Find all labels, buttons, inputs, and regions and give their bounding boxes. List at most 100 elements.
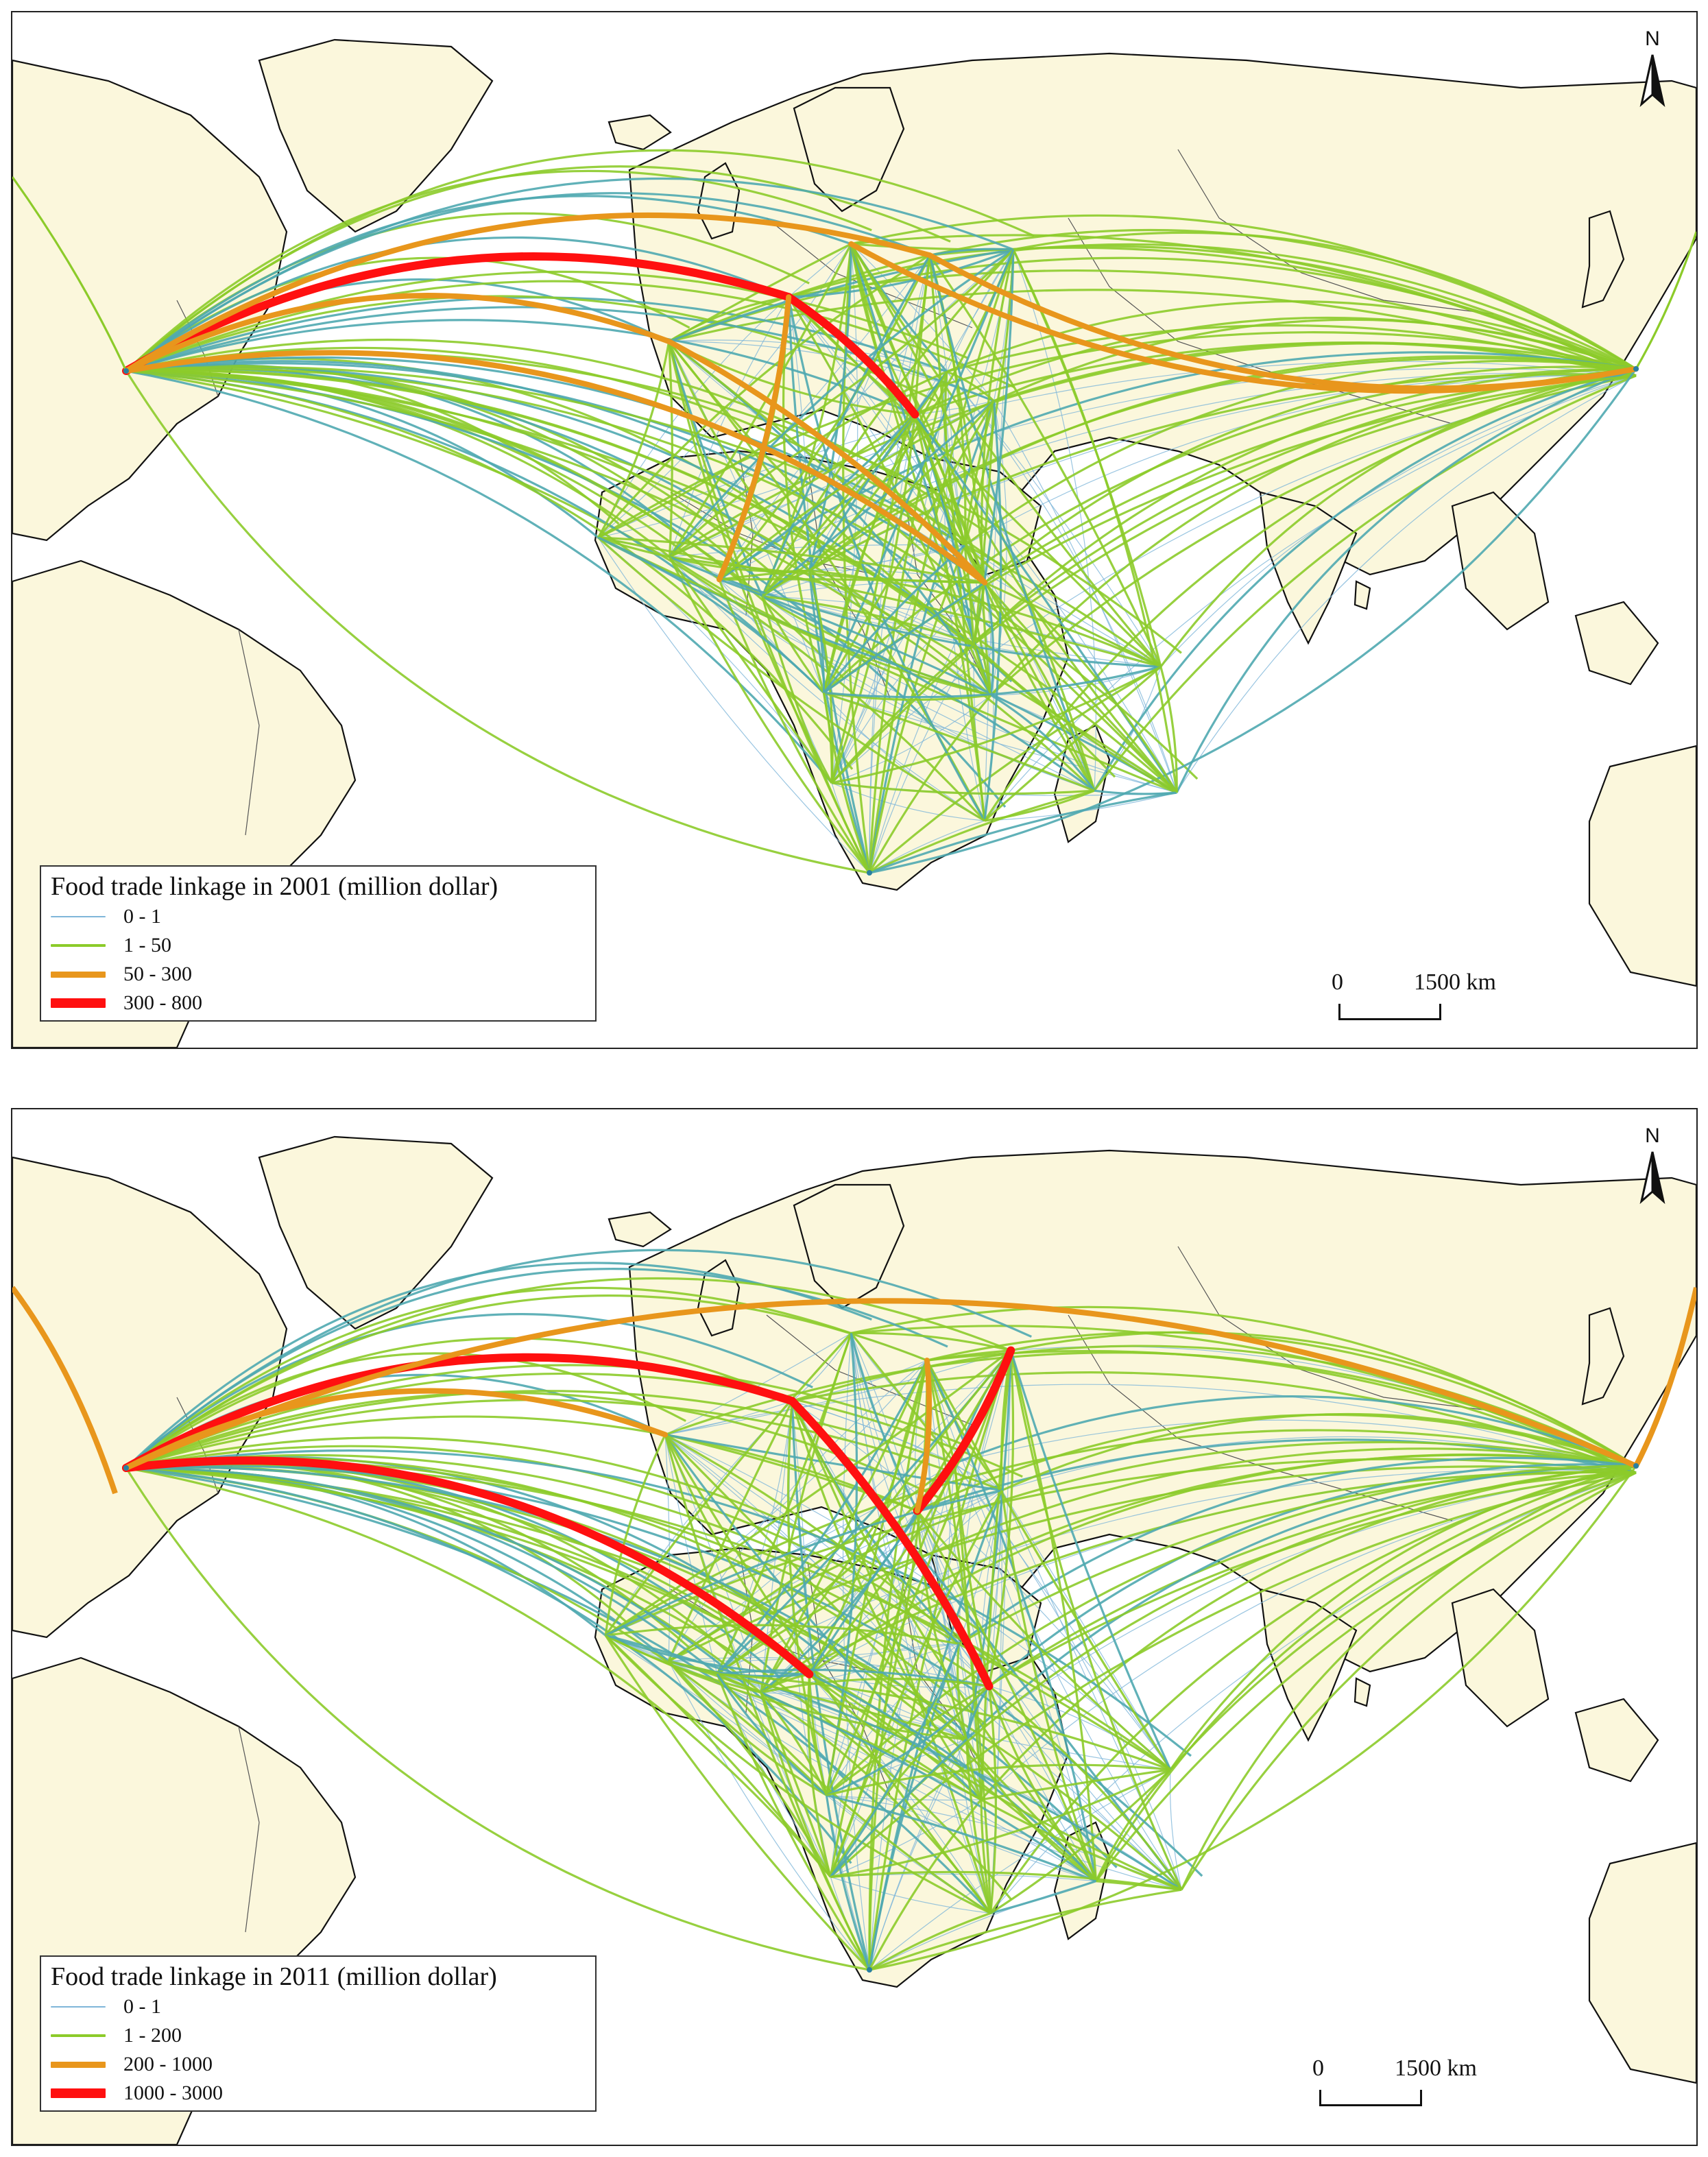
land-sri-lanka bbox=[1354, 580, 1371, 610]
flow-line-class2 bbox=[717, 1447, 1637, 1675]
flow-line-class1 bbox=[664, 1434, 967, 1740]
legend-row: 300 - 800 bbox=[51, 989, 586, 1017]
flow-line-class2 bbox=[958, 1471, 1637, 1645]
flow-line-class2 bbox=[983, 666, 1162, 822]
flow-line-class2 bbox=[1180, 1465, 1637, 1890]
legend-swatch-class2 bbox=[51, 944, 106, 947]
flow-line-class3 bbox=[123, 1298, 1639, 1471]
flow-line-class2 bbox=[913, 413, 1096, 792]
legend-row: 0 - 1 bbox=[51, 902, 586, 931]
flow-line-class1 bbox=[665, 1350, 1011, 1436]
legend-row: 1000 - 3000 bbox=[51, 2079, 586, 2108]
flow-line-class2 bbox=[825, 1795, 871, 1971]
flow-line-class2 bbox=[869, 1888, 1182, 1971]
flow-line-class2 bbox=[125, 1352, 686, 1469]
flow-line-class2 bbox=[125, 1277, 1011, 1469]
flow-line-class2 bbox=[914, 413, 966, 546]
legend-swatch-class3 bbox=[51, 971, 106, 978]
flow-line-class2 bbox=[850, 1333, 919, 1512]
flow-line-class2 bbox=[125, 362, 986, 584]
trade-flow-lines bbox=[12, 1249, 1696, 1973]
flow-line-class2 bbox=[926, 1349, 1011, 1362]
flow-line-class2 bbox=[972, 400, 996, 644]
flow-line-class2 bbox=[1095, 1471, 1637, 1882]
flow-line-class2 bbox=[808, 1360, 928, 1675]
country-border bbox=[1177, 149, 1494, 315]
flow-line-class2 bbox=[761, 595, 991, 697]
flow-line-class3 bbox=[717, 294, 792, 583]
flow-line-class2 bbox=[718, 400, 995, 581]
legend-swatch-class2 bbox=[51, 2034, 106, 2037]
flow-line-class2 bbox=[850, 243, 1178, 794]
flow-line-class2 bbox=[664, 1434, 1097, 1882]
land-borneo bbox=[1574, 601, 1659, 686]
flow-line-class2 bbox=[668, 1462, 956, 1663]
flow-line-class1 bbox=[1001, 1490, 1171, 1770]
scale-zero-label: 0 bbox=[1332, 969, 1343, 995]
north-arrow-icon bbox=[1639, 54, 1665, 108]
flow-line-class2 bbox=[988, 1463, 1637, 1687]
flow-line-class1 bbox=[598, 361, 1637, 538]
flow-line-class2 bbox=[787, 296, 986, 821]
flow-line-class2 bbox=[983, 582, 995, 696]
flow-line-class2 bbox=[958, 1456, 1637, 1645]
flow-line-class2 bbox=[984, 365, 1637, 583]
flow-line-class2 bbox=[786, 1401, 828, 1796]
flow-line-class4 bbox=[122, 1353, 797, 1472]
flow-line-class2 bbox=[990, 694, 1096, 792]
flow-line-class2 bbox=[791, 1345, 1637, 1467]
flow-line-class1 bbox=[869, 1769, 1171, 1971]
north-arrow: N bbox=[1632, 1124, 1673, 1207]
flow-line-class2 bbox=[830, 1768, 1171, 1879]
flow-line-class1 bbox=[719, 372, 1637, 580]
flow-line-class2 bbox=[760, 1691, 1097, 1882]
flow-line-class2 bbox=[719, 413, 916, 581]
hub-node bbox=[867, 1967, 872, 1973]
flow-line-class1 bbox=[664, 1332, 852, 1436]
flow-line-class2 bbox=[869, 368, 1637, 874]
flow-line-class2 bbox=[972, 582, 986, 645]
flow-line-class2 bbox=[929, 228, 1637, 370]
flow-line-class2 bbox=[597, 254, 930, 539]
flow-line-class2 bbox=[850, 243, 966, 546]
flow-line-class2 bbox=[605, 1634, 967, 1741]
flow-line-class2 bbox=[716, 1673, 991, 1914]
flow-line-class2 bbox=[125, 149, 1035, 372]
flow-line-class2 bbox=[916, 1510, 1098, 1882]
legend-swatch-class3 bbox=[51, 2061, 106, 2068]
flow-line-class1 bbox=[669, 339, 948, 372]
flow-line-class2 bbox=[825, 1360, 928, 1796]
flow-line-class2 bbox=[914, 413, 1178, 793]
country-border bbox=[766, 1314, 973, 1425]
flow-line-class2 bbox=[760, 1691, 832, 1878]
land-australia bbox=[1588, 1842, 1696, 2084]
flow-line-class2 bbox=[946, 370, 995, 402]
flow-line-class2 bbox=[125, 1467, 1013, 1901]
map-legend: Food trade linkage in 2001 (million doll… bbox=[40, 865, 597, 1022]
flow-line-class2 bbox=[718, 254, 931, 581]
flow-line-class2 bbox=[761, 596, 825, 694]
scale-line bbox=[1319, 2090, 1422, 2106]
flow-line-class1 bbox=[831, 249, 1014, 784]
flow-line-class1 bbox=[597, 296, 789, 538]
flow-line-class3 bbox=[914, 1358, 933, 1514]
flow-line-class2 bbox=[990, 374, 1637, 697]
flow-line-class2 bbox=[981, 1768, 1171, 1801]
flow-line-class2 bbox=[1093, 374, 1637, 792]
legend-label: 300 - 800 bbox=[123, 991, 202, 1014]
trade-map-2001 bbox=[12, 38, 1696, 1048]
flow-line-class2 bbox=[965, 1350, 1012, 1740]
flow-line-class1 bbox=[830, 1799, 982, 1878]
flow-line-class2 bbox=[1159, 666, 1178, 793]
north-label: N bbox=[1645, 27, 1660, 50]
flow-line-class1 bbox=[1169, 1769, 1182, 1890]
flow-line-class2 bbox=[719, 578, 1178, 794]
flow-line-class2 bbox=[719, 569, 810, 581]
flow-line-class2 bbox=[12, 176, 128, 372]
flow-line-class2 bbox=[851, 1331, 1011, 1352]
scale-distance-label: 1500 km bbox=[1414, 969, 1496, 995]
flow-line-class1 bbox=[605, 1635, 827, 1796]
flow-line-class2 bbox=[125, 1337, 793, 1469]
legend-swatch-class4 bbox=[51, 2088, 106, 2098]
flow-line-class2 bbox=[807, 1674, 832, 1877]
